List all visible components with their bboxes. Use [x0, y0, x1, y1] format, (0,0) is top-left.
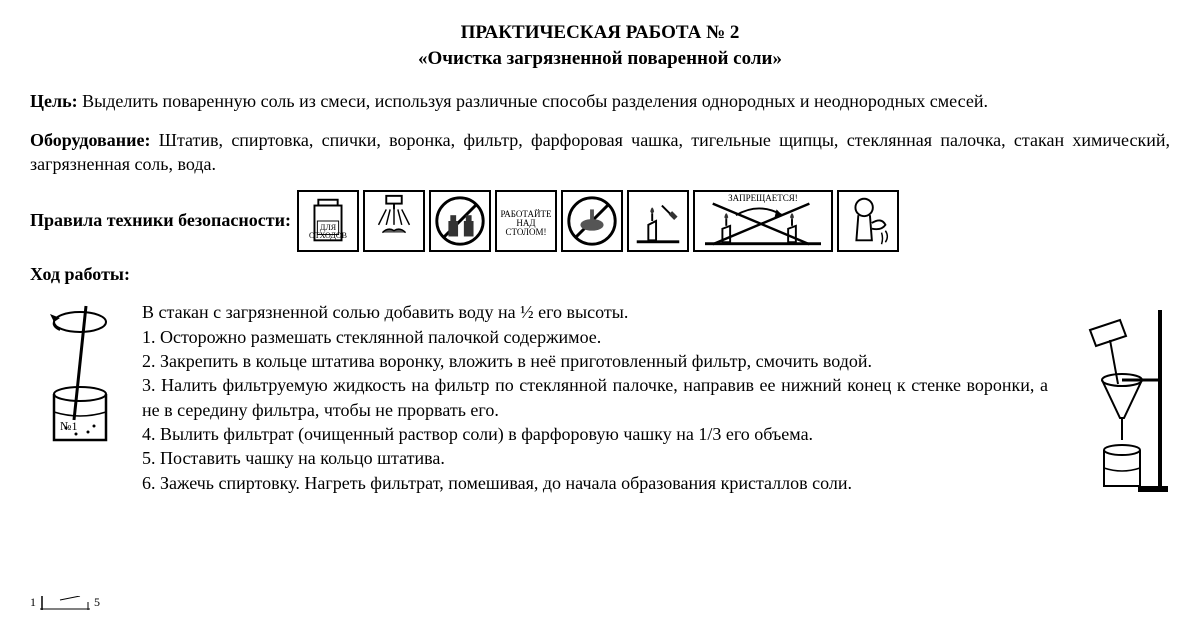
procedure-label-row: Ход работы:: [30, 262, 1170, 286]
goal-section: Цель: Выделить поваренную соль из смеси,…: [30, 89, 1170, 113]
ruler-fragment: 1 5: [30, 594, 100, 610]
ruler-ticks-icon: [40, 596, 90, 610]
procedure-steps: В стакан с загрязненной солью добавить в…: [142, 300, 1048, 506]
procedure-label: Ход работы:: [30, 264, 130, 284]
title-line-2: «Очистка загрязненной поваренной соли»: [30, 46, 1170, 72]
svg-text:№1: №1: [60, 419, 77, 433]
step-6: 6. Зажечь спиртовку. Нагреть фильтрат, п…: [142, 471, 1048, 495]
safety-label: Правила техники безопасности:: [30, 190, 291, 232]
step-4: 4. Вылить фильтрат (очищенный раствор со…: [142, 422, 1048, 446]
waste-jar-icon: ДЛЯОТХОДОВ: [297, 190, 359, 252]
step-1: 1. Осторожно размешать стеклянной палочк…: [142, 325, 1048, 349]
no-reverse-lighting-icon: ЗАПРЕЩАЕТСЯ!: [693, 190, 833, 252]
wash-hands-icon: [363, 190, 425, 252]
safety-row: Правила техники безопасности: ДЛЯОТХОДОВ: [30, 190, 1170, 252]
step-2: 2. Закрепить в кольце штатива воронку, в…: [142, 349, 1048, 373]
waste-jar-label: ДЛЯОТХОДОВ: [299, 224, 357, 240]
filtration-diagram: [1060, 300, 1170, 506]
no-taste-icon: [561, 190, 623, 252]
stirring-diagram: №1: [30, 300, 130, 506]
equipment-text: Штатив, спиртовка, спички, воронка, филь…: [30, 130, 1170, 174]
equipment-section: Оборудование: Штатив, спиртовка, спички,…: [30, 128, 1170, 177]
step-3: 3. Налить фильтруемую жидкость на фильтр…: [142, 373, 1048, 422]
goal-label: Цель:: [30, 91, 78, 111]
ruler-mark-5: 5: [94, 594, 100, 610]
ruler-mark-1: 1: [30, 594, 36, 610]
title-block: ПРАКТИЧЕСКАЯ РАБОТА № 2 «Очистка загрязн…: [30, 20, 1170, 71]
forbidden-label: ЗАПРЕЩАЕТСЯ!: [695, 194, 831, 203]
title-line-1: ПРАКТИЧЕСКАЯ РАБОТА № 2: [30, 20, 1170, 46]
safety-icons: ДЛЯОТХОДОВ: [297, 190, 899, 252]
step-5: 5. Поставить чашку на кольцо штатива.: [142, 446, 1048, 470]
burner-lighting-icon: [627, 190, 689, 252]
goal-text: Выделить поваренную соль из смеси, испол…: [78, 91, 988, 111]
equipment-label: Оборудование:: [30, 130, 151, 150]
page: ПРАКТИЧЕСКАЯ РАБОТА № 2 «Очистка загрязн…: [30, 20, 1170, 610]
work-over-table-label: РАБОТАЙТЕНАДСТОЛОМ!: [497, 210, 555, 237]
work-over-table-icon: РАБОТАЙТЕНАДСТОЛОМ!: [495, 190, 557, 252]
procedure-body: №1 В стакан с загрязненной солью добавит…: [30, 300, 1170, 506]
procedure-intro: В стакан с загрязненной солью добавить в…: [142, 300, 1048, 324]
no-open-bottles-icon: [429, 190, 491, 252]
smell-wafting-icon: [837, 190, 899, 252]
